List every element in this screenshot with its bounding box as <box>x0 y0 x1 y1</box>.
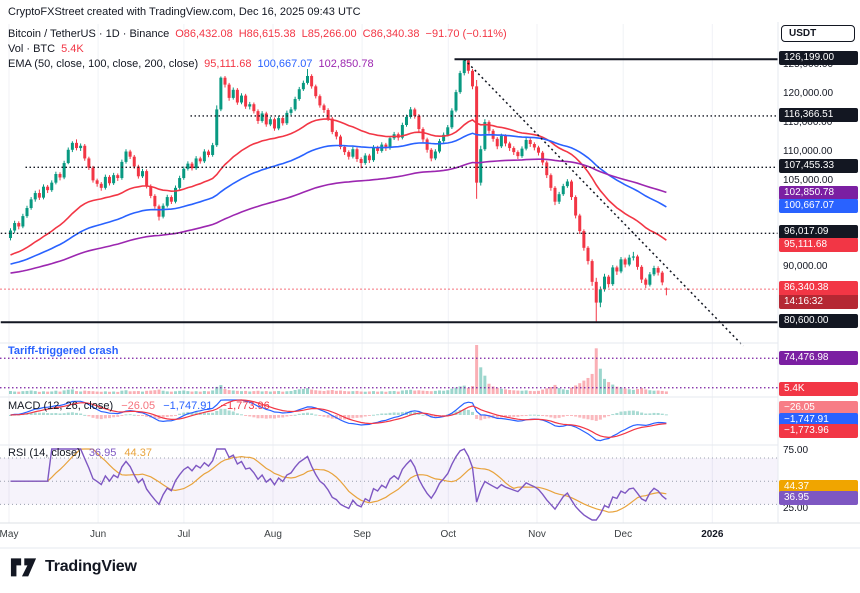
time-axis-label: 2026 <box>701 529 724 540</box>
time-axis-label: Jun <box>90 529 107 540</box>
rsi-badge: 44.37 <box>779 479 858 494</box>
price-change: −91.70 (−0.11%) <box>425 28 507 40</box>
price-badge: 102,850.78 <box>779 185 858 200</box>
ohlc-close: C86,340.38 <box>362 28 420 40</box>
time-axis-label: Dec <box>614 529 633 540</box>
macd-badge: −1,773.96 <box>779 424 858 439</box>
price-badge: 107,455.33 <box>779 159 858 174</box>
price-badge: 116,366.51 <box>779 108 858 123</box>
volume-badge: 74,476.98 <box>779 351 858 366</box>
rsi-ma-value: 44.37 <box>124 447 152 459</box>
macd-signal-value: −1,773.96 <box>220 400 270 412</box>
tradingview-logo-text: TradingView <box>45 558 137 575</box>
macd-legend: MACD (12, 26, close) −26.05 −1,747.91 −1… <box>8 400 275 412</box>
ohlc-high: H86,615.38 <box>238 28 296 40</box>
price-badge: 100,667.07 <box>779 198 858 213</box>
macd-legend-label[interactable]: MACD (12, 26, close) <box>8 400 114 412</box>
macd-badge: −26.05 <box>779 401 858 416</box>
volume-legend-label[interactable]: Vol · BTC <box>8 43 56 55</box>
price-badge: 126,199.00 <box>779 51 858 66</box>
macd-badge: −1,747.91 <box>779 412 858 427</box>
volume-badge: 5.4K <box>779 382 858 396</box>
price-label: 120,000.00 <box>783 88 834 99</box>
volume-annotation[interactable]: Tariff-triggered crash <box>8 345 119 357</box>
ema50-value: 95,111.68 <box>204 58 252 70</box>
price-label: 110,000.00 <box>783 145 833 157</box>
ohlc-open: O86,432.08 <box>175 28 233 40</box>
time-axis-label: Oct <box>440 529 457 540</box>
rsi-badge: 36.95 <box>779 490 858 505</box>
time-axis[interactable]: May Jun Jul Aug Sep Oct Nov Dec 2026 <box>0 523 778 548</box>
tradingview-logo[interactable]: TradingView <box>10 556 137 578</box>
attribution-text: CryptoFXStreet created with TradingView.… <box>8 6 361 18</box>
price-badge: 80,600.00 <box>779 314 858 329</box>
time-axis-label: Sep <box>353 529 371 540</box>
price-badge: 96,017.09 <box>779 225 858 240</box>
price-badge: 86,340.38 14:16:32 <box>779 281 858 310</box>
price-badge: 95,111.68 <box>779 238 858 253</box>
price-label: 115,000.00 <box>783 116 833 128</box>
rsi-legend: RSI (14, close) 36.95 44.37 <box>8 447 157 459</box>
time-axis-label: May <box>0 529 19 540</box>
rsi-scale-label: 25.00 <box>783 503 809 515</box>
ema-legend-row: EMA (50, close, 100, close, 200, close) … <box>8 57 507 72</box>
chart-legend: Bitcoin / TetherUS · 1D · Binance O86,43… <box>8 27 507 72</box>
bar-countdown: 14:16:32 <box>779 295 858 310</box>
volume-legend-value: 5.4K <box>61 43 84 55</box>
ema-legend-label[interactable]: EMA (50, close, 100, close, 200, close) <box>8 58 199 70</box>
rsi-scale-label: 75.00 <box>783 445 809 457</box>
symbol-legend-row: Bitcoin / TetherUS · 1D · Binance O86,43… <box>8 27 507 42</box>
price-label: 105,000.00 <box>783 174 834 186</box>
symbol-title[interactable]: Bitcoin / TetherUS · 1D · Binance <box>8 28 170 40</box>
time-axis-label: Nov <box>528 529 546 540</box>
volume-legend-row: Vol · BTC 5.4K <box>8 42 507 57</box>
ema100-value: 100,667.07 <box>257 58 313 70</box>
rsi-legend-label[interactable]: RSI (14, close) <box>8 447 81 459</box>
macd-line-value: −1,747.91 <box>163 400 213 412</box>
currency-button[interactable]: USDT <box>781 25 855 42</box>
time-axis-label: Jul <box>177 529 191 540</box>
ema200-value: 102,850.78 <box>318 58 374 70</box>
time-axis-label: Aug <box>264 529 282 540</box>
rsi-value: 36.95 <box>88 447 117 459</box>
tradingview-logo-icon <box>10 558 37 577</box>
ohlc-low: L85,266.00 <box>301 28 357 40</box>
price-scale[interactable]: USDT 125,000.00120,000.00115,000.00110,0… <box>779 0 860 548</box>
price-label: 90,000.00 <box>783 261 828 272</box>
macd-hist-value: −26.05 <box>121 400 156 412</box>
